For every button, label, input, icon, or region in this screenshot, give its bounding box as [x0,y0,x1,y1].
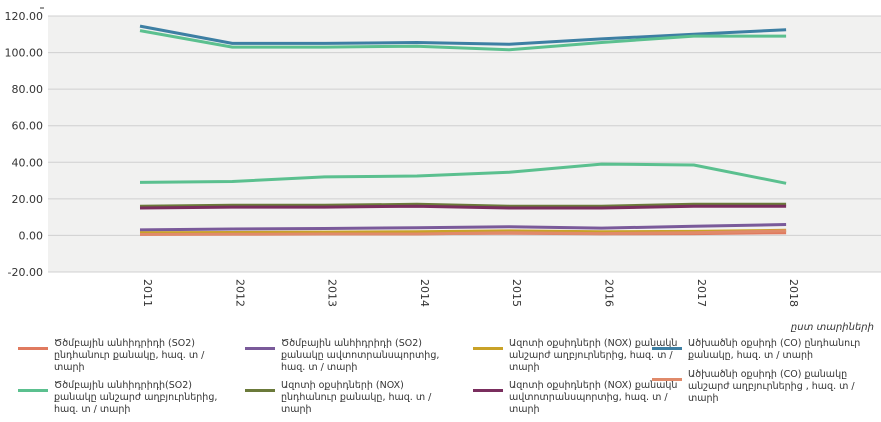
x-tick-label: 2012 [233,279,246,307]
y-axis: -20.00 0.00 20.00 40.00 60.00 80.00 100.00 120.… [5,7,44,279]
x-tick-label: 2014 [418,279,431,307]
series-line-6 [139,204,787,210]
legend-item[interactable]: Ծծմբային անհիդրիդի(SO2) քանակը անշարժ աղ… [18,380,229,416]
x-tick-label: 2015 [510,279,523,307]
legend: Ծծմբային անհիդրիդի (SO2) ընդհանուր քանակ… [0,338,881,422]
y-tick-label: 60.00 [12,120,44,133]
series-line-7 [139,229,787,236]
legend-item[interactable]: Ծծմբային անհիդրիդի (SO2) քանակը ավտոտրան… [245,338,456,374]
legend-label: Ազոտի օքսիդների (NOX) քանակն ավտոտրանսպո… [509,380,678,415]
legend-item[interactable]: Ածխածնի օքսիդի (CO) ընդհանուր քանակը, հա… [652,338,863,362]
legend-label: Ծծմբային անհիդրիդի (SO2) քանակը ավտոտրան… [281,338,440,373]
series-lines [139,24,787,236]
y-tick-label: 100.00 [5,47,44,60]
x-axis-label: ըստ տարիների [790,322,874,333]
legend-swatch [473,347,503,350]
line-chart: -20.00 0.00 20.00 40.00 60.00 80.00 100.00 120.… [5,7,881,333]
legend-swatch [245,347,275,350]
x-axis: 2011 2012 2013 2014 2015 2016 2017 2018 [141,279,800,307]
series-line-8 [139,162,787,185]
series-line-4 [139,29,787,52]
x-tick-label: 2017 [695,279,708,307]
y-tick-label: 40.00 [12,156,44,169]
y-tick-label: 20.00 [12,193,44,206]
y-tick-label: 120.00 [5,10,44,23]
legend-label: Ածխածնի օքսիդի (CO) քանակը անշարժ աղբյու… [688,369,855,404]
x-tick-label: 2016 [603,279,616,307]
y-tick-label: 0.00 [19,229,44,242]
legend-swatch [18,389,48,392]
legend-item[interactable]: Ածխածնի օքսիդի (CO) քանակը անշարժ աղբյու… [652,369,863,405]
legend-label: Ծծմբային անհիդրիդի(SO2) քանակը անշարժ աղ… [54,380,218,415]
legend-label: Ծծմբային անհիդրիդի (SO2) ընդհանուր քանակ… [54,338,205,373]
x-tick-label: 2013 [326,279,339,307]
series-line-3 [139,24,787,46]
legend-item[interactable]: Ազոտի օքսիդների (NOX) ընդհանուր քանակը, … [245,380,456,416]
x-tick-label: 2011 [141,279,154,307]
series-line-5 [139,202,787,208]
legend-swatch [652,378,682,381]
y-tick-label: 80.00 [12,83,44,96]
legend-swatch [18,347,48,350]
legend-swatch [652,347,682,350]
series-line-1 [139,223,787,232]
legend-label: Ազոտի օքսիդների (NOX) ընդհանուր քանակը, … [281,380,432,415]
legend-item[interactable]: Ազոտի օքսիդների (NOX) քանակն ավտոտրանսպո… [473,380,684,416]
x-tick-label: 2018 [787,279,800,307]
legend-swatch [245,389,275,392]
legend-label: Ածխածնի օքսիդի (CO) ընդհանուր քանակը, հա… [688,338,861,361]
y-tick-label: -20.00 [8,266,43,279]
legend-swatch [473,389,503,392]
legend-item[interactable]: Ազոտի օքսիդների (NOX) քանակն անշարժ աղբյ… [473,338,684,374]
legend-label: Ազոտի օքսիդների (NOX) քանակն անշարժ աղբյ… [509,338,678,373]
legend-item[interactable]: Ծծմբային անհիդրիդի (SO2) ընդհանուր քանակ… [18,338,229,374]
